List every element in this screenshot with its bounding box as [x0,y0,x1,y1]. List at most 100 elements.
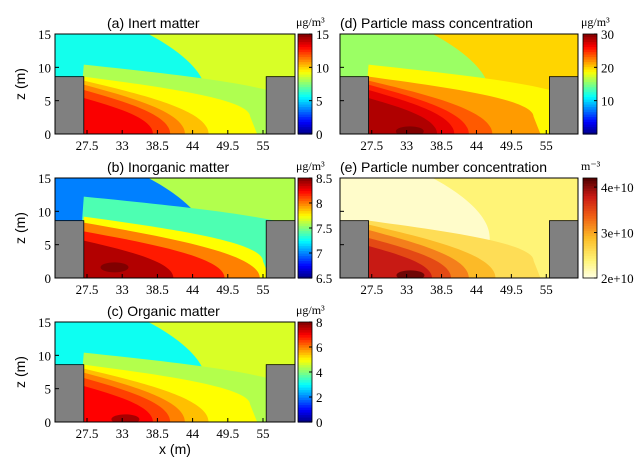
panel-5: 27.5 33 38.5 44 49.5 55 (e) Particle number co… [339,159,634,297]
colorbar-step [583,255,597,259]
contour-level-6 [78,98,153,134]
colorbar-step [583,233,597,237]
colorbar-step [298,412,312,416]
y-tick-label: 5 [45,238,52,253]
hot-spot [100,262,129,273]
axes-frame [339,177,579,279]
colorbar-step [298,248,312,252]
colorbar-step [583,240,597,244]
colorbar-tick-label: 2e+10 [601,271,634,286]
colorbar-step [298,188,312,192]
colorbar-step [583,270,597,274]
colorbar-step [583,64,597,68]
colorbar-step [583,94,597,98]
colorbar-step [298,392,312,396]
colorbar-step [298,273,312,277]
colorbar-step [298,51,312,55]
colorbar-step [583,265,597,269]
colorbar-step [583,61,597,65]
colorbar-step [298,190,312,194]
colorbar-step [298,255,312,259]
colorbar-step [298,208,312,212]
colorbar-step [298,49,312,53]
colorbar-step [583,121,597,125]
contour-field [340,34,578,134]
colorbar-step [298,195,312,199]
colorbar-step [583,205,597,209]
colorbar-step [298,39,312,43]
colorbar-unit: μg/m³ [296,303,325,317]
y-axis-label: z (m) [12,68,28,100]
colorbar-step [298,250,312,254]
colorbar-step [583,99,597,103]
contour-field [55,322,295,422]
x-tick-label: 38.5 [146,426,169,441]
panel-title: (b) Inorganic matter [107,159,229,175]
building-upwind [55,220,85,278]
colorbar-step [583,36,597,40]
axes-frame [54,321,296,423]
x-tick-label: 49.5 [216,282,239,297]
colorbar-step [298,36,312,40]
building-downwind [265,364,295,422]
colorbar-frame [582,33,598,135]
colorbar-step [298,111,312,115]
colorbar-step [583,44,597,48]
colorbar-step [298,193,312,197]
colorbar-unit: μg/m³ [296,15,325,29]
colorbar-step [583,56,597,60]
colorbar-step [583,39,597,43]
colorbar-step [583,180,597,184]
colorbar-tick-label: 30 [601,27,614,42]
colorbar-step [298,89,312,93]
y-tick-label: 10 [38,204,51,219]
colorbar-step [583,185,597,189]
colorbar-step [298,74,312,78]
colorbar-unit: μg/m³ [581,15,610,29]
colorbar-step [298,372,312,376]
colorbar-step [583,218,597,222]
colorbar-step [583,213,597,217]
colorbar-tick-label: 15 [316,27,329,42]
colorbar-step [298,347,312,351]
colorbar-step [298,417,312,421]
colorbar-step [298,59,312,63]
colorbar-step [298,178,312,182]
x-tick-label: 27.5 [76,138,99,153]
colorbar-step [298,339,312,343]
colorbar-step [298,84,312,88]
colorbar-step [298,377,312,381]
colorbar-step [298,101,312,105]
building-downwind [265,220,295,278]
colorbar-step [298,220,312,224]
colorbar-tick-label: 8 [316,196,323,211]
x-tick-label: 55 [540,282,553,297]
x-tick-label: 44 [186,138,200,153]
colorbar-step [298,399,312,403]
colorbar-step [298,394,312,398]
x-tick-label: 33 [116,282,129,297]
colorbar-step [298,235,312,239]
colorbar-step [583,124,597,128]
colorbar-step [298,260,312,264]
x-tick-label: 49.5 [216,138,239,153]
colorbar-tick-label: 3e+10 [601,226,634,241]
colorbar-tick-label: 2 [316,390,323,405]
colorbar-step [583,109,597,113]
colorbar-step [298,131,312,135]
colorbar-step [298,258,312,262]
building-upwind [340,220,369,278]
colorbar-step [583,200,597,204]
colorbar-step [298,218,312,222]
colorbar-step [298,54,312,58]
colorbar-step [298,329,312,333]
colorbar-step [298,210,312,214]
colorbar-step [583,203,597,207]
colorbar-step [298,183,312,187]
colorbar-step [298,106,312,110]
colorbar-step [298,116,312,120]
x-tick-label: 44 [470,138,484,153]
colorbar-step [298,41,312,45]
colorbar-step [298,374,312,378]
y-tick-label: 5 [45,382,52,397]
